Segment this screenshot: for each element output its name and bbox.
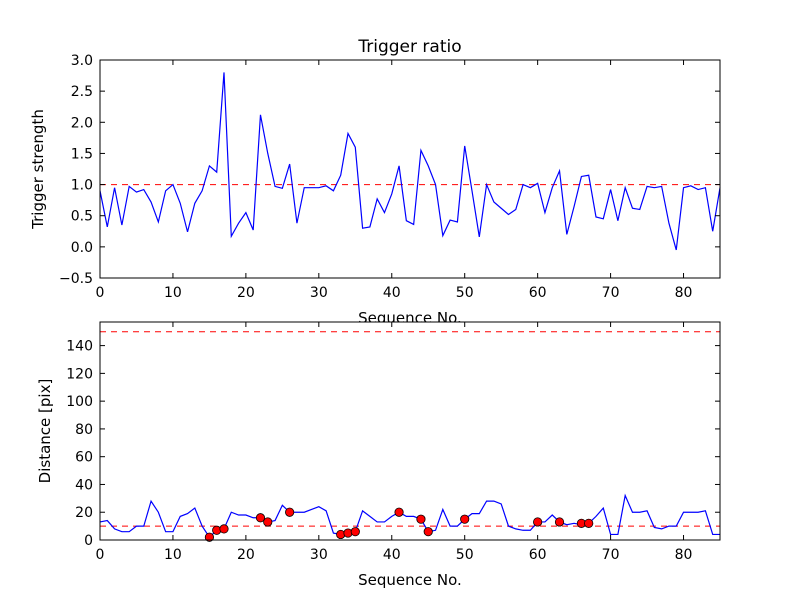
top-xtick-label: 20 — [237, 285, 255, 301]
top-xtick-label: 0 — [96, 285, 105, 301]
top-ytick-label: −0.5 — [59, 271, 93, 287]
bottom-series-lines — [99, 493, 720, 539]
top-plot-area — [100, 60, 720, 278]
bottom-marker-point — [533, 517, 543, 527]
top-ytick-label: 1.5 — [71, 146, 93, 162]
bottom-x-axis-label: Sequence No. — [358, 571, 462, 589]
bottom-plot-frame — [99, 321, 721, 541]
bottom-plot-area — [100, 322, 720, 540]
bottom-xtick-label: 20 — [237, 547, 255, 563]
top-series-lines — [99, 72, 721, 251]
bottom-marker-point — [584, 518, 594, 528]
bottom-ytick-label: 120 — [66, 366, 93, 382]
bottom-xtick-label: 10 — [164, 547, 182, 563]
bottom-ytick-label: 100 — [66, 394, 93, 410]
bottom-xtick-label: 80 — [675, 547, 693, 563]
bottom-marker-point — [204, 532, 215, 542]
bottom-marker-point — [263, 517, 273, 527]
top-ytick-label: 0.0 — [71, 240, 93, 256]
bottom-marker-point — [460, 514, 470, 524]
top-ticks: 0 10 20 30 40 50 60 70 80 −0.5 0.0 0.5 1.0 1.5 2.0 2.5 3… — [59, 53, 720, 301]
top-ytick-label: 2.5 — [71, 84, 93, 100]
top-ytick-label: 1.0 — [71, 178, 93, 194]
bottom-ytick-label: 60 — [75, 450, 93, 466]
bottom-marker-point — [350, 527, 360, 537]
top-plot-frame — [99, 59, 721, 279]
trigger-ratio-chart: 0 10 20 30 40 50 60 70 80 −0.5 0.0 0.5 1.0 1.5 2.0 2.5 3… — [29, 37, 721, 327]
top-xtick-label: 60 — [529, 285, 547, 301]
bottom-threshold-lines — [100, 331, 720, 527]
bottom-marker-point — [554, 517, 565, 527]
bottom-marker-point — [219, 524, 229, 534]
top-chart-title: Trigger ratio — [357, 37, 461, 57]
bottom-marker-point — [394, 507, 404, 517]
top-y-axis-label: Trigger strength — [29, 109, 47, 230]
top-xtick-label: 40 — [383, 285, 401, 301]
bottom-series-line — [99, 493, 720, 539]
top-xtick-label: 50 — [456, 285, 474, 301]
bottom-y-axis-label: Distance [pix] — [36, 379, 54, 484]
top-xtick-label: 70 — [602, 285, 620, 301]
bottom-ytick-label: 140 — [66, 339, 93, 355]
bottom-xtick-label: 0 — [96, 547, 105, 563]
top-series-line — [99, 72, 721, 251]
bottom-ytick-label: 20 — [75, 505, 93, 521]
bottom-xtick-label: 60 — [529, 547, 547, 563]
bottom-xtick-label: 40 — [383, 547, 401, 563]
bottom-selected-markers — [204, 507, 594, 542]
bottom-xtick-label: 70 — [602, 547, 620, 563]
top-xtick-label: 30 — [310, 285, 328, 301]
bottom-marker-point — [416, 514, 426, 524]
bottom-marker-point — [285, 507, 295, 517]
top-ytick-label: 2.0 — [71, 115, 93, 131]
bottom-xtick-label: 50 — [456, 547, 474, 563]
top-ytick-label: 0.5 — [71, 209, 93, 225]
distance-chart: 0 10 20 30 40 50 60 70 80 0 20 40 60 80 100 120 140 Sequ… — [36, 321, 721, 589]
top-ytick-label: 3.0 — [71, 53, 93, 69]
bottom-ytick-label: 0 — [84, 533, 93, 549]
bottom-ytick-label: 80 — [75, 422, 93, 438]
bottom-xtick-label: 30 — [310, 547, 328, 563]
bottom-ytick-label: 40 — [75, 477, 93, 493]
bottom-marker-point — [255, 513, 266, 523]
top-xtick-label: 80 — [675, 285, 693, 301]
bottom-marker-point — [423, 527, 433, 537]
top-xtick-label: 10 — [164, 285, 182, 301]
bottom-ticks: 0 10 20 30 40 50 60 70 80 0 20 40 60 80 100 120 140 — [66, 322, 720, 563]
